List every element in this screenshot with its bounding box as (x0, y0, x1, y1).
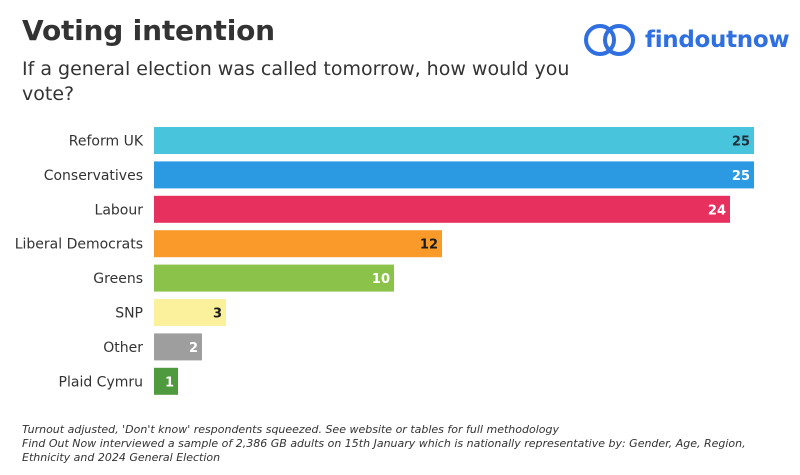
data-label: 24 (708, 203, 726, 218)
page-title: Voting intention (22, 14, 275, 47)
data-label: 10 (372, 272, 390, 287)
brand-logo-text: findoutnow (645, 27, 790, 53)
data-label: 12 (420, 238, 438, 253)
bar (154, 299, 226, 326)
data-label: 2 (189, 341, 198, 356)
category-label: Greens (93, 271, 143, 287)
category-label: SNP (115, 306, 143, 322)
footnote-sample: Find Out Now interviewed a sample of 2,3… (22, 437, 746, 464)
footnote-methodology: Turnout adjusted, 'Don't know' responden… (22, 423, 559, 436)
data-label: 25 (732, 135, 750, 150)
category-label: Conservatives (44, 168, 143, 184)
bar (154, 367, 178, 395)
bar (154, 333, 202, 361)
bar (154, 161, 754, 189)
category-label: Labour (95, 202, 144, 218)
data-label: 1 (165, 375, 174, 390)
category-label: Reform UK (69, 134, 144, 150)
category-label: Plaid Cymru (59, 374, 143, 390)
data-label: 25 (732, 169, 750, 184)
bar (154, 264, 394, 292)
category-label: Other (103, 340, 143, 356)
brand-logo: findoutnow (583, 20, 790, 60)
page-subtitle: If a general election was called tomorro… (22, 58, 570, 105)
bar (154, 127, 754, 154)
category-label: Liberal Democrats (15, 237, 143, 253)
bar (154, 195, 730, 223)
bar (154, 230, 442, 258)
data-label: 3 (213, 307, 222, 322)
two-circles-logo-icon (584, 24, 635, 56)
